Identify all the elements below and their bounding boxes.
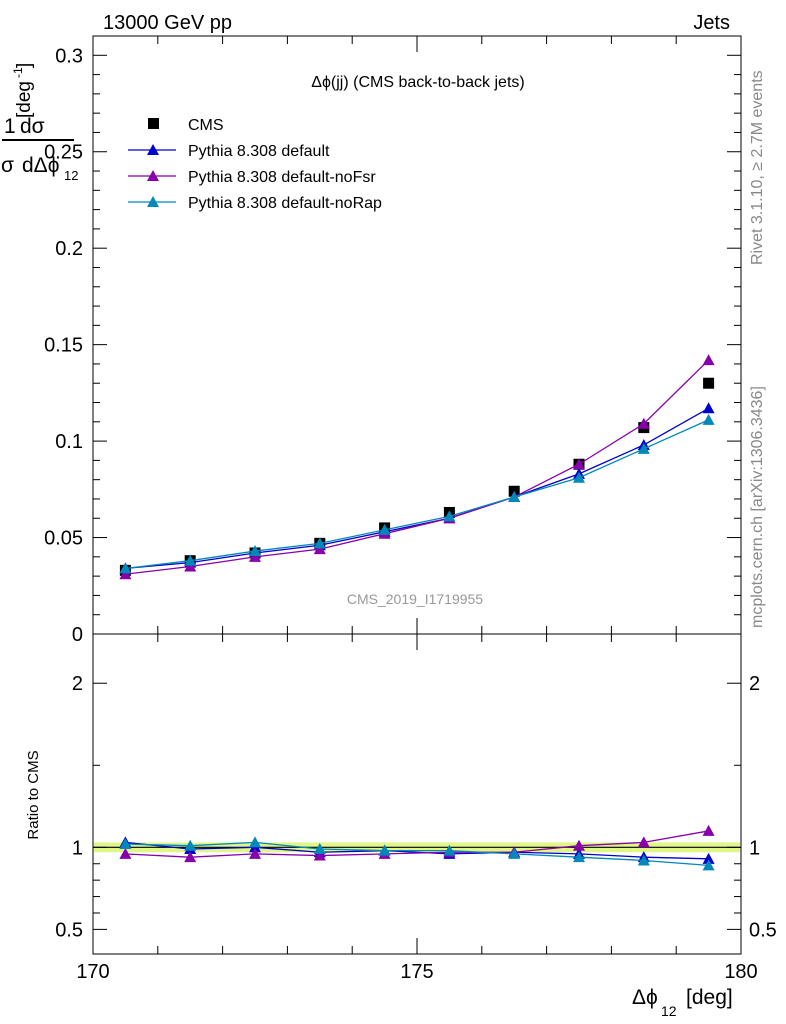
ratio-point-pythia-8-308-default-norap — [313, 842, 326, 854]
data-point-pythia-8-308-default-norap — [702, 413, 715, 425]
data-point-pythia-8-308-default-norap — [184, 554, 197, 566]
legend-label-cms: CMS — [188, 117, 224, 134]
legend-marker-cms — [148, 118, 159, 129]
data-point-pythia-8-308-default-norap — [313, 537, 326, 549]
ratio-point-pythia-8-308-default — [702, 852, 715, 864]
ratio-point-pythia-8-308-default-nofsr — [702, 824, 715, 836]
legend-marker-pythia-8-308-default-norap — [147, 196, 159, 207]
ratio-point-pythia-8-308-default-norap — [443, 844, 456, 856]
ratio-line-pythia-8-308-default-nofsr — [125, 830, 709, 858]
ratio-point-pythia-8-308-default-norap — [637, 854, 650, 866]
x-label-unit: [deg] — [686, 986, 733, 1009]
ratio-point-pythia-8-308-default-norap — [378, 844, 391, 856]
main-y-tick-label: 0.15 — [44, 335, 83, 357]
ratio-point-pythia-8-308-default-norap — [119, 838, 132, 850]
ratio-y-tick-label: 1 — [72, 837, 83, 859]
data-point-cms — [703, 377, 715, 389]
y-label-ddphi: dΔϕ — [22, 154, 59, 177]
ratio-panel-frame — [92, 633, 742, 955]
ratio-axis-ticks: 0.5 0.5 1 1 2 2 170 175 180 — [55, 634, 777, 983]
ratio-point-pythia-8-308-default-norap — [508, 847, 521, 859]
main-y-axis-label: 1 dσ σ dΔϕ 12 [deg -1 ] — [1, 63, 78, 183]
main-y-tick-label: 0 — [72, 624, 83, 646]
data-point-pythia-8-308-default-norap — [508, 491, 521, 503]
data-point-pythia-8-308-default-nofsr — [249, 550, 261, 562]
ratio-point-pythia-8-308-default-nofsr — [637, 836, 650, 848]
data-point-pythia-8-308-default-nofsr — [573, 458, 585, 470]
series-line-pythia-8-308-default — [125, 407, 709, 570]
data-point-pythia-8-308-default-nofsr — [313, 543, 326, 555]
y-label-one: 1 — [4, 115, 16, 138]
data-point-pythia-8-308-default-norap — [637, 442, 650, 454]
x-axis-label: Δϕ 12 [deg] — [632, 986, 733, 1019]
ratio-y-tick-label: 2 — [72, 673, 83, 695]
data-point-pythia-8-308-default-norap — [573, 471, 585, 483]
ratio-point-pythia-8-308-default-nofsr — [184, 851, 197, 863]
ratio-point-pythia-8-308-default-nofsr — [249, 847, 261, 859]
main-y-tick-label: 0.25 — [44, 142, 83, 164]
ratio-point-pythia-8-308-default-norap — [184, 839, 197, 851]
ratio-y-tick-label: 0.5 — [55, 919, 83, 941]
main-y-tick-label: 0.3 — [55, 45, 83, 67]
legend-marker-pythia-8-308-default — [147, 144, 159, 155]
data-point-pythia-8-308-default-nofsr — [702, 354, 715, 366]
ratio-point-pythia-8-308-default-nofsr — [313, 849, 326, 861]
ratio-y-tick-label-right: 0.5 — [749, 919, 777, 941]
data-point-pythia-8-308-default — [702, 402, 715, 414]
y-label-unit-close: ] — [14, 63, 35, 68]
ratio-point-pythia-8-308-default-norap — [573, 851, 585, 863]
main-y-tick-label: 0.2 — [55, 238, 83, 260]
ratio-line-pythia-8-308-default-norap — [125, 841, 709, 867]
ratio-y-axis-label: Ratio to CMS — [25, 750, 42, 839]
legend: CMS Pythia 8.308 default Pythia 8.308 defa… — [128, 117, 382, 212]
data-point-pythia-8-308-default-nofsr — [184, 560, 197, 572]
rivet-version-text: Rivet 3.1.10, ≥ 2.7M events — [749, 70, 766, 265]
x-tick-label: 175 — [400, 961, 433, 983]
ratio-point-pythia-8-308-default-nofsr — [573, 839, 585, 851]
ratio-y-tick-label-right: 2 — [749, 673, 760, 695]
ratio-point-pythia-8-308-default-nofsr — [119, 847, 132, 859]
ratio-series-group — [119, 824, 715, 871]
main-title: Δϕ(jj) (CMS back-to-back jets) — [311, 74, 524, 91]
x-label-sub12: 12 — [661, 1003, 677, 1019]
y-label-sub12: 12 — [64, 168, 78, 183]
data-point-pythia-8-308-default-norap — [119, 562, 132, 574]
x-label-dphi: Δϕ — [632, 986, 658, 1009]
analysis-watermark: CMS_2019_I1719955 — [347, 591, 483, 607]
legend-label-pythia-8-308-default: Pythia 8.308 default — [188, 143, 330, 160]
y-label-unit: [deg — [14, 81, 35, 118]
data-point-pythia-8-308-default-norap — [249, 545, 261, 557]
main-series-group — [119, 354, 715, 580]
data-point-pythia-8-308-default-nofsr — [637, 417, 650, 429]
main-y-tick-label: 0.05 — [44, 528, 83, 550]
header-right: Jets — [693, 12, 730, 34]
ratio-uncertainty-band — [93, 842, 741, 853]
series-line-pythia-8-308-default-norap — [125, 419, 709, 570]
data-point-pythia-8-308-default-nofsr — [119, 568, 132, 580]
x-tick-label: 170 — [76, 961, 109, 983]
legend-label-pythia-8-308-default-norap: Pythia 8.308 default-noRap — [188, 195, 382, 212]
ratio-y-tick-label-right: 1 — [749, 837, 760, 859]
ratio-line-pythia-8-308-default — [125, 841, 709, 860]
series-line-pythia-8-308-default-nofsr — [125, 359, 710, 575]
ratio-point-pythia-8-308-default-norap — [702, 859, 715, 871]
mcplots-text: mcplots.cern.ch [arXiv:1306.3436] — [749, 386, 766, 628]
header-left: 13000 GeV pp — [103, 12, 232, 34]
data-point-pythia-8-308-default-norap — [443, 510, 456, 522]
y-label-dsigma: dσ — [20, 115, 45, 138]
x-tick-label: 180 — [724, 961, 757, 983]
main-axis-ticks: 0 0.05 0.1 0.15 0.2 0.25 0.3 — [44, 36, 742, 646]
y-label-unit-exp: -1 — [11, 67, 25, 78]
main-y-tick-label: 0.1 — [55, 431, 83, 453]
y-label-sigma: σ — [1, 154, 14, 177]
ratio-point-pythia-8-308-default-norap — [249, 836, 261, 848]
data-point-pythia-8-308-default-norap — [378, 523, 391, 535]
legend-label-pythia-8-308-default-nofsr: Pythia 8.308 default-noFsr — [188, 169, 376, 186]
legend-marker-pythia-8-308-default-nofsr — [147, 170, 159, 181]
